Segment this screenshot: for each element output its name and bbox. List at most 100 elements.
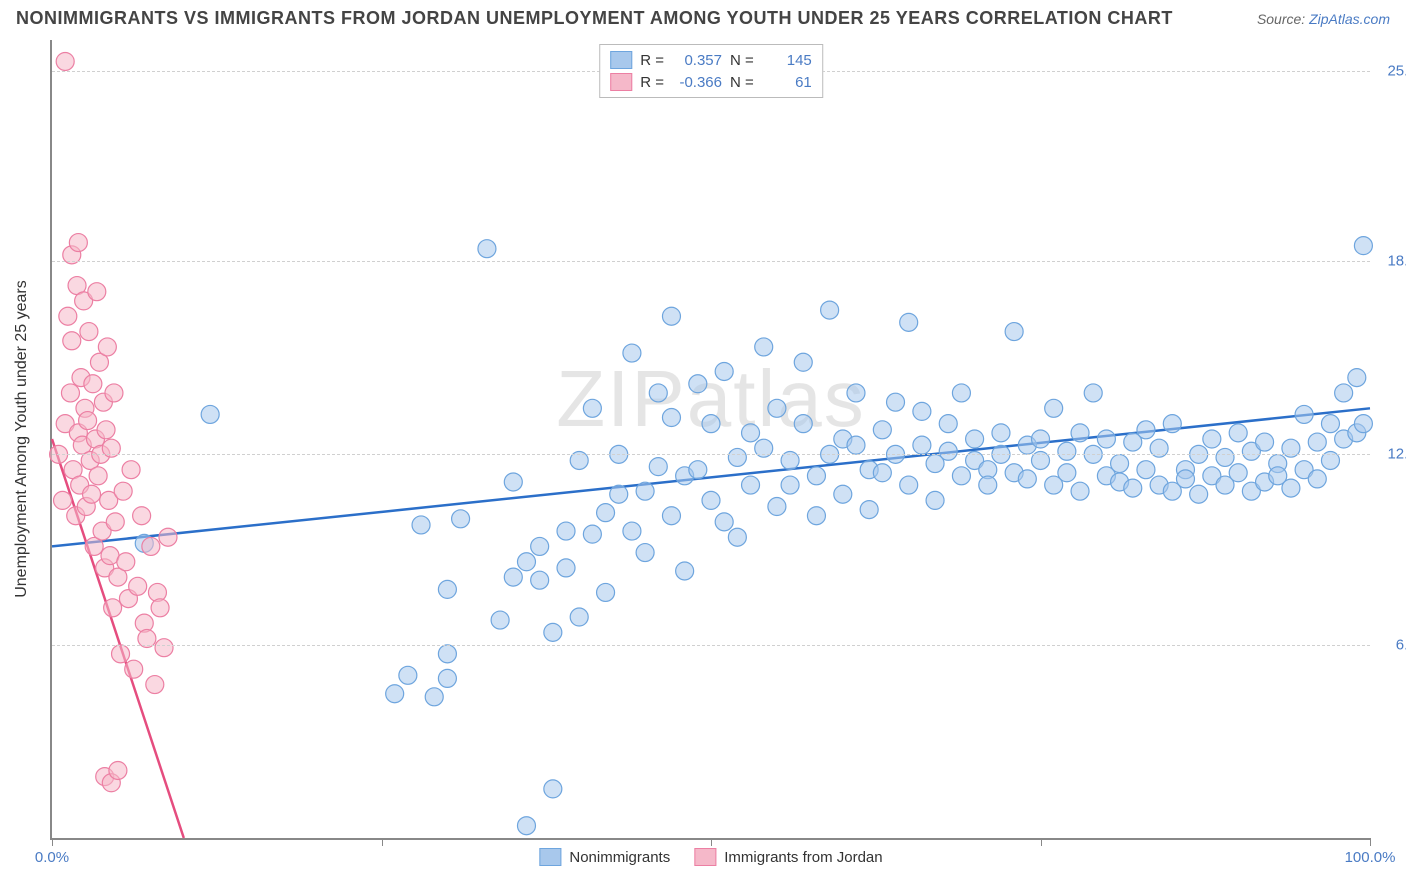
data-point-nonimmigrants [1335,384,1353,402]
data-point-immigrants [61,384,79,402]
data-point-nonimmigrants [597,504,615,522]
data-point-nonimmigrants [1308,433,1326,451]
data-point-nonimmigrants [900,476,918,494]
x-tick [1041,838,1042,846]
data-point-immigrants [146,676,164,694]
gridline-h [52,261,1370,262]
data-point-nonimmigrants [1097,430,1115,448]
data-point-nonimmigrants [1137,421,1155,439]
data-point-nonimmigrants [1348,369,1366,387]
data-point-nonimmigrants [517,553,535,571]
data-point-immigrants [159,528,177,546]
scatter-svg [52,40,1370,838]
y-tick-label: 18.8% [1387,252,1406,269]
r-value-immigrants: -0.366 [672,74,722,91]
data-point-immigrants [84,375,102,393]
chart-title: NONIMMIGRANTS VS IMMIGRANTS FROM JORDAN … [16,8,1173,29]
data-point-nonimmigrants [438,645,456,663]
data-point-nonimmigrants [623,344,641,362]
data-point-immigrants [109,761,127,779]
data-point-immigrants [54,491,72,509]
data-point-nonimmigrants [768,399,786,417]
source-link[interactable]: ZipAtlas.com [1309,11,1390,27]
data-point-nonimmigrants [201,405,219,423]
data-point-immigrants [83,485,101,503]
data-point-nonimmigrants [1137,461,1155,479]
x-tick [52,838,53,846]
data-point-nonimmigrants [834,485,852,503]
data-point-nonimmigrants [860,501,878,519]
data-point-nonimmigrants [1308,470,1326,488]
data-point-nonimmigrants [847,436,865,454]
data-point-nonimmigrants [755,338,773,356]
swatch-nonimmigrants-bottom [539,848,561,866]
data-point-nonimmigrants [821,301,839,319]
data-point-nonimmigrants [412,516,430,534]
data-point-nonimmigrants [1216,448,1234,466]
data-point-nonimmigrants [992,424,1010,442]
data-point-nonimmigrants [1354,415,1372,433]
gridline-h [52,645,1370,646]
data-point-nonimmigrants [926,491,944,509]
data-point-immigrants [105,384,123,402]
x-tick [1370,838,1371,846]
data-point-nonimmigrants [794,415,812,433]
r-value-nonimmigrants: 0.357 [672,52,722,69]
data-point-nonimmigrants [1058,464,1076,482]
data-point-nonimmigrants [873,464,891,482]
data-point-nonimmigrants [438,669,456,687]
y-axis-label: Unemployment Among Youth under 25 years [13,280,31,598]
legend-row-immigrants: R = -0.366 N = 61 [610,71,812,93]
data-point-nonimmigrants [1045,399,1063,417]
data-point-nonimmigrants [1018,470,1036,488]
data-point-nonimmigrants [583,399,601,417]
data-point-nonimmigrants [742,424,760,442]
data-point-nonimmigrants [504,473,522,491]
r-label: R = [640,74,664,91]
data-point-nonimmigrants [1295,405,1313,423]
data-point-immigrants [117,553,135,571]
y-tick-label: 6.3% [1396,636,1406,653]
y-tick-label: 12.5% [1387,446,1406,463]
data-point-immigrants [129,577,147,595]
data-point-immigrants [69,234,87,252]
data-point-immigrants [59,307,77,325]
x-tick-label: 100.0% [1345,849,1396,866]
data-point-immigrants [56,52,74,70]
data-point-nonimmigrants [728,528,746,546]
gridline-h [52,454,1370,455]
data-point-nonimmigrants [570,608,588,626]
data-point-nonimmigrants [1084,384,1102,402]
data-point-nonimmigrants [438,580,456,598]
data-point-immigrants [133,507,151,525]
data-point-nonimmigrants [1032,430,1050,448]
data-point-nonimmigrants [662,307,680,325]
data-point-nonimmigrants [544,623,562,641]
data-point-nonimmigrants [913,402,931,420]
legend-label-immigrants: Immigrants from Jordan [724,849,882,866]
data-point-nonimmigrants [807,467,825,485]
data-point-nonimmigrants [452,510,470,528]
data-point-immigrants [98,338,116,356]
data-point-nonimmigrants [531,571,549,589]
data-point-nonimmigrants [900,313,918,331]
data-point-immigrants [155,639,173,657]
n-value-nonimmigrants: 145 [762,52,812,69]
data-point-nonimmigrants [649,458,667,476]
header-bar: NONIMMIGRANTS VS IMMIGRANTS FROM JORDAN … [16,8,1390,29]
n-value-immigrants: 61 [762,74,812,91]
data-point-immigrants [79,412,97,430]
data-point-nonimmigrants [662,507,680,525]
swatch-immigrants [610,73,632,91]
data-point-nonimmigrants [1058,442,1076,460]
data-point-nonimmigrants [1163,415,1181,433]
data-point-nonimmigrants [1321,415,1339,433]
data-point-nonimmigrants [517,817,535,835]
data-point-nonimmigrants [623,522,641,540]
data-point-nonimmigrants [742,476,760,494]
data-point-nonimmigrants [425,688,443,706]
data-point-nonimmigrants [781,476,799,494]
data-point-nonimmigrants [557,522,575,540]
data-point-immigrants [112,645,130,663]
data-point-nonimmigrants [1229,424,1247,442]
